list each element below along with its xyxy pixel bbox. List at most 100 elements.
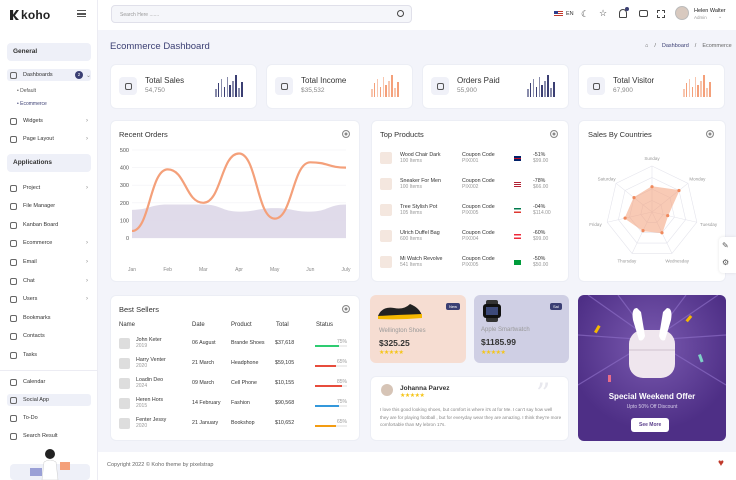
chat-icon[interactable]: [639, 10, 648, 17]
seller-total: $10,155: [275, 380, 295, 386]
radar-series: [624, 186, 680, 234]
table-row[interactable]: Loadin Deo 2024 09 March Cell Phone $10,155 8…: [119, 373, 351, 393]
recent-orders-card: [110, 120, 360, 282]
shoe-image: [378, 304, 422, 320]
table-row[interactable]: Heren Hors 2015 14 February Fashion $90,568 7…: [119, 393, 351, 413]
logo-icon: [10, 10, 19, 20]
see-more-button[interactable]: See More: [631, 418, 670, 432]
seller-name: Fenter Jessy: [136, 417, 167, 423]
table-row[interactable]: John Keter 2019 06 August Brande Shoes $37,6…: [119, 333, 351, 353]
sidebar-item-ecommerce[interactable]: Ecommerce ›: [10, 237, 88, 249]
list-item[interactable]: Wood Chair Dark 100 Items Coupon Code PIX00…: [380, 145, 560, 171]
home-icon[interactable]: ⌂: [645, 43, 649, 49]
coupon-code: PIX004: [462, 236, 479, 242]
seller-year: 2020: [136, 423, 148, 429]
stat-icon: [275, 77, 293, 95]
discount-pct: -78%: [533, 178, 546, 184]
bell-icon[interactable]: [619, 7, 629, 18]
avatar[interactable]: [675, 6, 689, 20]
star-icon[interactable]: ☆: [599, 8, 608, 18]
customizer-gear-icon[interactable]: ⚙: [722, 258, 730, 267]
y-tick-label: 0: [126, 236, 129, 242]
color-picker-icon[interactable]: ✎: [722, 241, 729, 250]
settings-icon[interactable]: [706, 130, 714, 138]
dark-mode-icon[interactable]: ☾: [581, 9, 590, 19]
avatar: [119, 377, 130, 389]
search-input[interactable]: Search Here .......: [111, 5, 412, 23]
settings-icon[interactable]: [342, 305, 350, 313]
settings-icon[interactable]: [342, 130, 350, 138]
sidebar-item-to-do[interactable]: To-Do: [10, 412, 88, 424]
product-price: $99.00: [533, 236, 549, 242]
user-chevron-icon[interactable]: ⌄: [718, 14, 723, 20]
spark-bar: [229, 85, 232, 97]
menu-toggle-icon[interactable]: [77, 10, 86, 17]
sidebar-item-dashboards[interactable]: Dashboards 2 ⌄: [7, 69, 91, 81]
seller-date: 21 March: [192, 360, 215, 366]
sidebar-item-email[interactable]: Email ›: [10, 256, 88, 268]
table-row[interactable]: Fenter Jessy 2020 21 January Bookshop $10,65…: [119, 413, 351, 433]
sidebar-subitem-ecommerce[interactable]: • Ecommerce: [17, 101, 47, 107]
sidebar-subitem-default[interactable]: • Default: [17, 88, 36, 94]
breadcrumb-dashboard[interactable]: Dashboard: [661, 43, 689, 49]
chevron-right-icon: ›: [86, 296, 88, 302]
x-tick-label: Mar: [199, 267, 208, 273]
seller-name: Loadin Deo: [136, 377, 164, 383]
list-item[interactable]: Tree Stylish Pot 105 Items Coupon Code PIX0…: [380, 197, 560, 223]
widgets-icon: [10, 117, 17, 125]
shoes-price: $325.25: [379, 338, 410, 348]
list-item[interactable]: Ulrich Duffel Bag 600 Items Coupon Code PIX…: [380, 223, 560, 249]
sidebar-item-tasks[interactable]: Tasks: [10, 349, 88, 361]
layout-icon: [10, 135, 17, 143]
y-tick-label: 400: [120, 166, 129, 172]
stat-value: $35,532: [301, 87, 325, 94]
sidebar-item-social-app[interactable]: Social App: [7, 394, 91, 406]
best-sellers-header: Name Date Product Total Status: [119, 322, 334, 328]
sidebar-item-page-layout[interactable]: Page Layout ›: [10, 133, 88, 145]
sidebar-item-search-result[interactable]: Search Result: [10, 430, 88, 442]
stat-sparkbars: [215, 75, 243, 97]
sidebar-item-bookmarks[interactable]: Bookmarks: [10, 312, 88, 324]
product-image: [380, 256, 392, 268]
status-progress: [315, 345, 347, 347]
sidebar-item-widgets[interactable]: Widgets ›: [10, 115, 88, 127]
user-name[interactable]: Helen Walter: [694, 8, 726, 14]
progress-fill: [315, 345, 339, 347]
special-offer-card[interactable]: [578, 295, 726, 441]
table-row[interactable]: Harry Venter 2020 21 March Headphone $59,105…: [119, 353, 351, 373]
settings-icon[interactable]: [550, 130, 558, 138]
sidebar-item-project[interactable]: Project ›: [10, 182, 88, 194]
sidebar-item-users[interactable]: Users ›: [10, 293, 88, 305]
x-tick-label: Jun: [306, 267, 314, 273]
app-logo[interactable]: koho: [10, 8, 50, 22]
stat-icon: [587, 77, 605, 95]
coupon-label: Coupon Code: [462, 204, 495, 210]
menu-item-icon: [10, 258, 17, 266]
list-item[interactable]: Mi Watch Revolve 541 Items Coupon Code PIX0…: [380, 249, 560, 275]
sidebar-item-calendar[interactable]: Calendar: [10, 376, 88, 388]
us-flag-icon[interactable]: [554, 11, 563, 17]
seller-date: 21 January: [192, 420, 219, 426]
country-flag-icon: [514, 181, 521, 187]
language-select[interactable]: EN: [566, 11, 574, 17]
avatar: [119, 417, 130, 429]
recent-orders-chart: 500 400 300 200 100 0 Jan Feb Mar Apr May Jun July: [120, 148, 351, 273]
spark-bar: [694, 77, 697, 97]
sidebar-item-contacts[interactable]: Contacts: [10, 330, 88, 342]
status-pct: 75%: [336, 399, 347, 405]
top-products-title: Top Products: [380, 130, 424, 139]
spark-bar: [385, 85, 388, 97]
fullscreen-icon[interactable]: [657, 10, 665, 18]
seller-status: 65%: [315, 359, 347, 367]
seller-name: Harry Venter: [136, 357, 166, 363]
sidebar-item-file-manager[interactable]: File Manager: [10, 200, 88, 212]
airpods-image: [629, 308, 675, 378]
seller-product: Fashion: [231, 400, 250, 406]
list-item[interactable]: Sneaker For Men 100 Items Coupon Code PIX00…: [380, 171, 560, 197]
sidebar-item-chat[interactable]: Chat ›: [10, 275, 88, 287]
seller-status: 75%: [315, 399, 347, 407]
coupon-label: Coupon Code: [462, 152, 495, 158]
search-icon[interactable]: [397, 10, 404, 17]
y-tick-label: 500: [120, 148, 129, 154]
sidebar-item-kanban-board[interactable]: Kanban Board: [10, 219, 88, 231]
